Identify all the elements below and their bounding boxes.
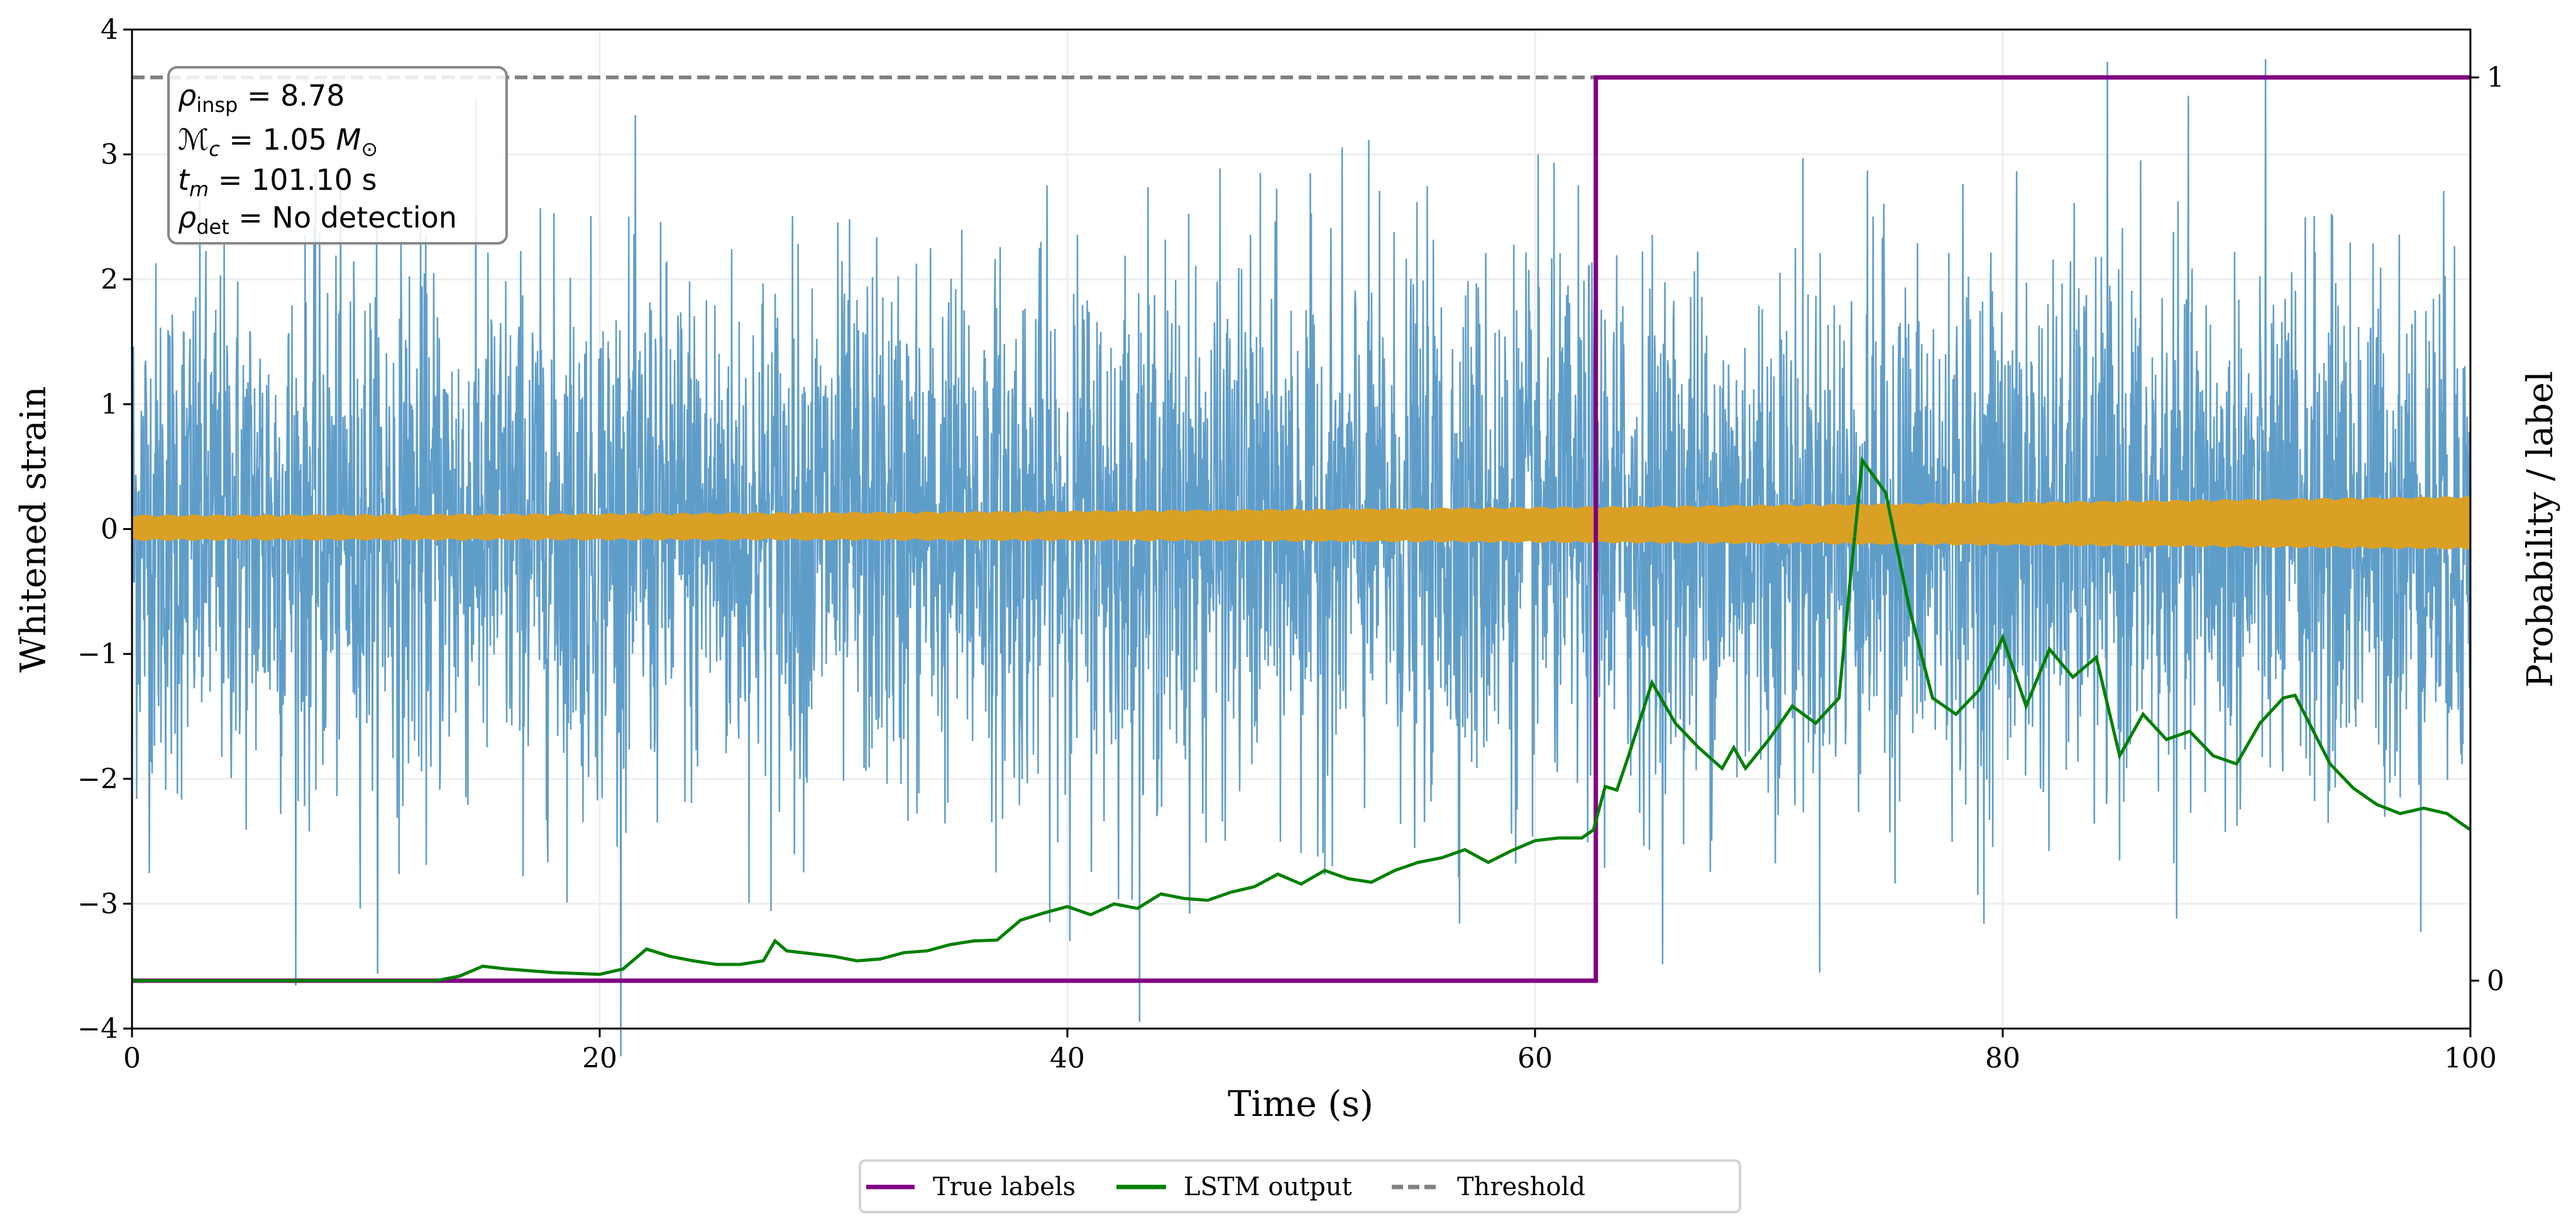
y-axis-right-label: Probability / label <box>2520 371 2561 688</box>
y-tick-label: 2 <box>101 263 118 295</box>
x-tick-label: 60 <box>1517 1042 1553 1074</box>
y-tick-label: −2 <box>77 763 118 795</box>
x-tick-label: 0 <box>123 1042 141 1074</box>
x-tick-label: 100 <box>2444 1042 2497 1074</box>
y-tick-label: −1 <box>77 638 118 670</box>
y-tick-label: 4 <box>101 14 118 46</box>
y-right-tick-label: 1 <box>2487 62 2504 94</box>
lstm-output-line <box>132 456 2472 983</box>
y-right-tick-label: 0 <box>2487 965 2504 997</box>
legend-threshold: Threshold <box>1457 1173 1585 1201</box>
y-tick-label: 3 <box>101 139 118 171</box>
rho-det-label: ρdet = No detection <box>178 201 457 239</box>
y-tick-label: 1 <box>101 389 118 421</box>
rho-insp-label: ρinsp = 8.78 <box>178 79 345 117</box>
signal-series <box>132 495 2470 550</box>
info-box: ρinsp = 8.78 ℳc = 1.05 M⊙ tm = 101.10 s … <box>167 66 508 245</box>
strain-line <box>131 59 2472 1057</box>
strain-series <box>131 59 2472 1057</box>
x-tick-label: 20 <box>582 1042 617 1074</box>
signal-band <box>132 495 2470 550</box>
y-tick-label: −3 <box>77 888 118 920</box>
rho-det-value: No detection <box>272 201 457 235</box>
true-labels-line <box>132 75 2470 983</box>
y-axis-label: Whitened strain <box>13 386 54 672</box>
tm-label: tm = 101.10 s <box>178 163 377 201</box>
probability-series <box>132 75 2472 983</box>
x-tick-label: 80 <box>1985 1042 2020 1074</box>
chirp-mass-label: ℳc = 1.05 M⊙ <box>178 123 378 161</box>
x-axis-label: Time (s) <box>1228 1084 1373 1125</box>
x-tick-label: 40 <box>1050 1042 1085 1074</box>
tm-value: 101.10 <box>251 163 353 197</box>
y-tick-label: −4 <box>77 1013 118 1045</box>
rho-insp-value: 8.78 <box>280 79 344 113</box>
y-tick-label: 0 <box>101 514 118 546</box>
legend-lstm-output: LSTM output <box>1184 1173 1352 1201</box>
legend: True labels LSTM output Threshold <box>859 1159 1741 1213</box>
legend-true-labels: True labels <box>933 1173 1076 1201</box>
chirp-mass-value: 1.05 <box>263 123 327 157</box>
